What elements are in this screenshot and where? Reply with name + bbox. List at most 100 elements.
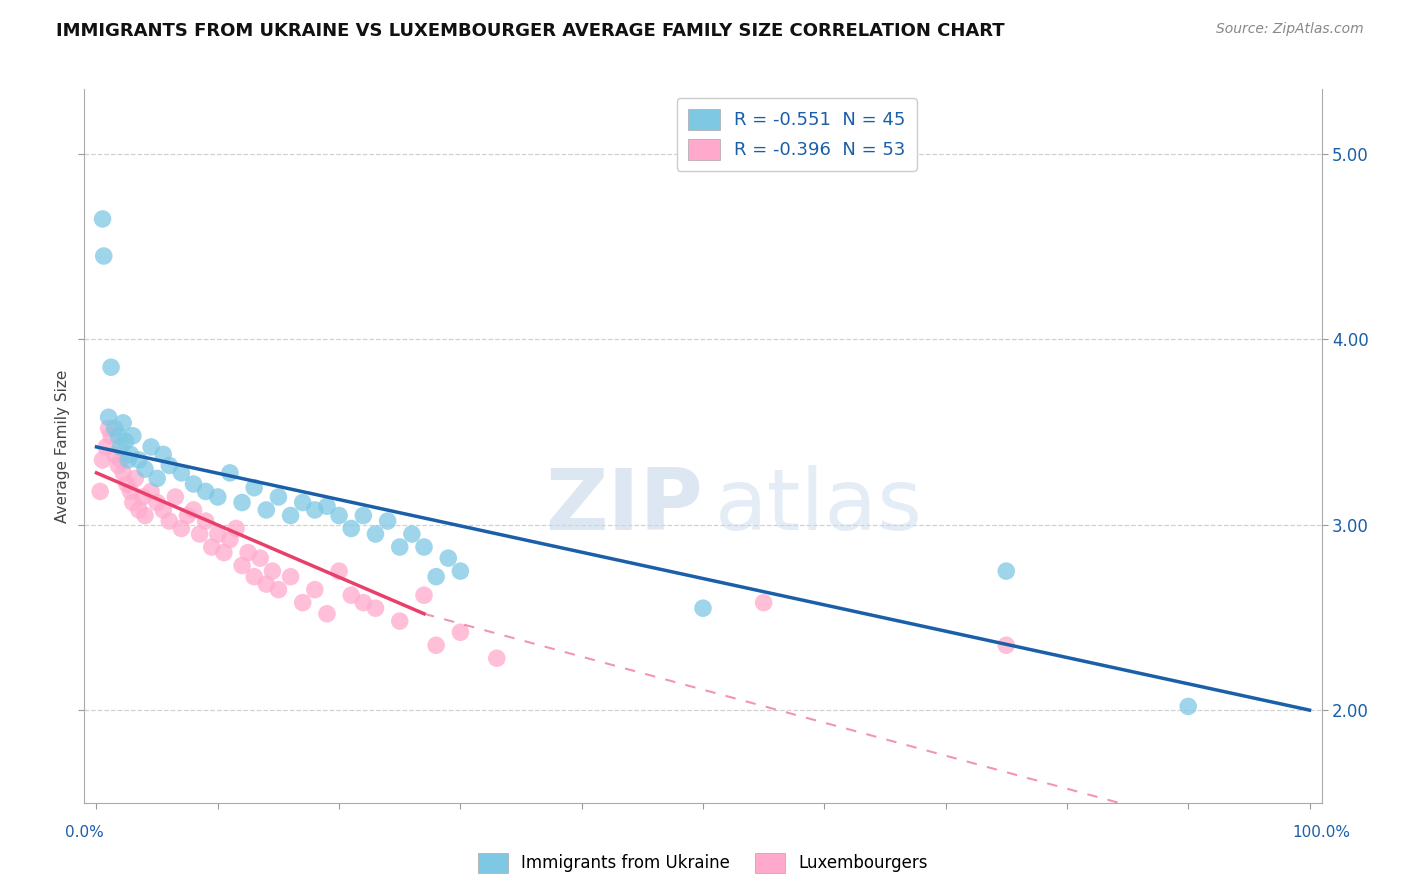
Point — [114, 434, 136, 449]
Point — [146, 495, 169, 509]
Y-axis label: Average Family Size: Average Family Size — [55, 369, 70, 523]
Point — [485, 651, 508, 665]
Point — [449, 625, 471, 640]
Point — [97, 421, 120, 435]
Point — [131, 490, 153, 504]
Point — [212, 545, 235, 559]
Point — [122, 429, 145, 443]
Point — [146, 471, 169, 485]
Point — [692, 601, 714, 615]
Point — [122, 495, 145, 509]
Point — [96, 440, 118, 454]
Point — [100, 429, 122, 443]
Point — [249, 551, 271, 566]
Point — [134, 462, 156, 476]
Point — [291, 495, 314, 509]
Point — [995, 564, 1018, 578]
Point — [134, 508, 156, 523]
Point — [128, 453, 150, 467]
Point — [107, 429, 129, 443]
Point — [124, 471, 146, 485]
Text: ZIP: ZIP — [546, 465, 703, 548]
Point — [236, 545, 259, 559]
Point — [352, 596, 374, 610]
Point — [364, 601, 387, 615]
Point — [401, 527, 423, 541]
Point — [110, 440, 132, 454]
Point — [112, 466, 135, 480]
Point — [104, 421, 127, 435]
Text: 100.0%: 100.0% — [1292, 825, 1351, 840]
Point — [231, 495, 253, 509]
Point — [413, 588, 436, 602]
Point — [254, 577, 277, 591]
Point — [91, 453, 114, 467]
Point — [304, 503, 326, 517]
Point — [115, 477, 138, 491]
Point — [176, 508, 198, 523]
Point — [188, 527, 211, 541]
Point — [128, 503, 150, 517]
Point — [280, 508, 302, 523]
Point — [316, 500, 339, 514]
Point — [280, 569, 302, 583]
Point — [340, 521, 363, 535]
Point — [437, 551, 460, 566]
Text: Source: ZipAtlas.com: Source: ZipAtlas.com — [1216, 22, 1364, 37]
Point — [267, 490, 290, 504]
Point — [995, 638, 1018, 652]
Point — [388, 614, 411, 628]
Point — [388, 540, 411, 554]
Point — [152, 503, 174, 517]
Point — [152, 447, 174, 461]
Point — [231, 558, 253, 573]
Point — [183, 503, 205, 517]
Point — [157, 458, 180, 473]
Point — [170, 521, 193, 535]
Point — [364, 527, 387, 541]
Point — [117, 453, 139, 467]
Point — [207, 490, 229, 504]
Point — [328, 564, 350, 578]
Point — [100, 360, 122, 375]
Point — [107, 458, 129, 473]
Point — [110, 453, 132, 467]
Point — [267, 582, 290, 597]
Point — [352, 508, 374, 523]
Point — [93, 249, 115, 263]
Point — [340, 588, 363, 602]
Point — [207, 527, 229, 541]
Point — [243, 481, 266, 495]
Point — [425, 569, 447, 583]
Legend: R = -0.551  N = 45, R = -0.396  N = 53: R = -0.551 N = 45, R = -0.396 N = 53 — [676, 98, 917, 170]
Text: IMMIGRANTS FROM UKRAINE VS LUXEMBOURGER AVERAGE FAMILY SIZE CORRELATION CHART: IMMIGRANTS FROM UKRAINE VS LUXEMBOURGER … — [56, 22, 1005, 40]
Point — [89, 484, 111, 499]
Point — [139, 484, 162, 499]
Point — [219, 466, 242, 480]
Point — [170, 466, 193, 480]
Point — [120, 484, 142, 499]
Point — [91, 211, 114, 226]
Point — [97, 410, 120, 425]
Point — [316, 607, 339, 621]
Point — [112, 416, 135, 430]
Point — [139, 440, 162, 454]
Legend: Immigrants from Ukraine, Luxembourgers: Immigrants from Ukraine, Luxembourgers — [471, 847, 935, 880]
Point — [219, 533, 242, 547]
Point — [243, 569, 266, 583]
Point — [262, 564, 284, 578]
Point — [1177, 699, 1199, 714]
Point — [104, 447, 127, 461]
Point — [254, 503, 277, 517]
Point — [183, 477, 205, 491]
Point — [225, 521, 247, 535]
Point — [194, 484, 217, 499]
Point — [449, 564, 471, 578]
Text: atlas: atlas — [716, 465, 924, 548]
Point — [194, 514, 217, 528]
Point — [413, 540, 436, 554]
Point — [752, 596, 775, 610]
Point — [328, 508, 350, 523]
Point — [304, 582, 326, 597]
Point — [165, 490, 187, 504]
